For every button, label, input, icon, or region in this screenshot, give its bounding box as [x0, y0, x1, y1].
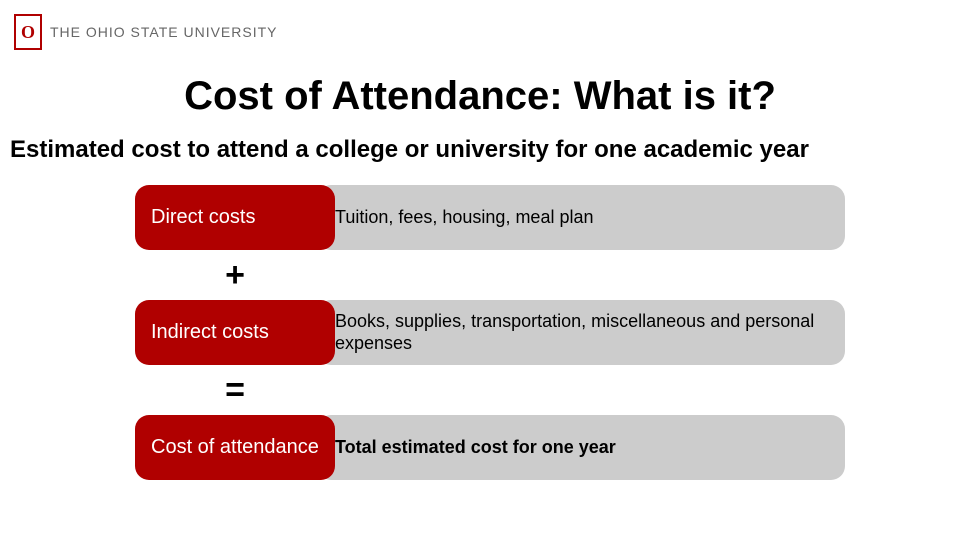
label-direct-costs: Direct costs — [135, 185, 335, 250]
cost-breakdown: Direct costs Tuition, fees, housing, mea… — [135, 185, 845, 480]
slide: THE OHIO STATE UNIVERSITY Cost of Attend… — [0, 0, 960, 540]
row-indirect-costs: Indirect costs Books, supplies, transpor… — [135, 300, 845, 365]
label-indirect-costs: Indirect costs — [135, 300, 335, 365]
label-cost-of-attendance: Cost of attendance — [135, 415, 335, 480]
institution-logo: THE OHIO STATE UNIVERSITY — [14, 14, 278, 50]
desc-cost-of-attendance: Total estimated cost for one year — [317, 415, 845, 480]
operator-equals: = — [135, 365, 335, 415]
desc-direct-costs: Tuition, fees, housing, meal plan — [317, 185, 845, 250]
slide-title: Cost of Attendance: What is it? — [0, 74, 960, 119]
slide-subtitle: Estimated cost to attend a college or un… — [10, 136, 950, 164]
institution-name: THE OHIO STATE UNIVERSITY — [50, 24, 278, 40]
row-cost-of-attendance: Cost of attendance Total estimated cost … — [135, 415, 845, 480]
row-direct-costs: Direct costs Tuition, fees, housing, mea… — [135, 185, 845, 250]
operator-plus: + — [135, 250, 335, 300]
shield-icon — [14, 14, 42, 50]
desc-indirect-costs: Books, supplies, transportation, miscell… — [317, 300, 845, 365]
